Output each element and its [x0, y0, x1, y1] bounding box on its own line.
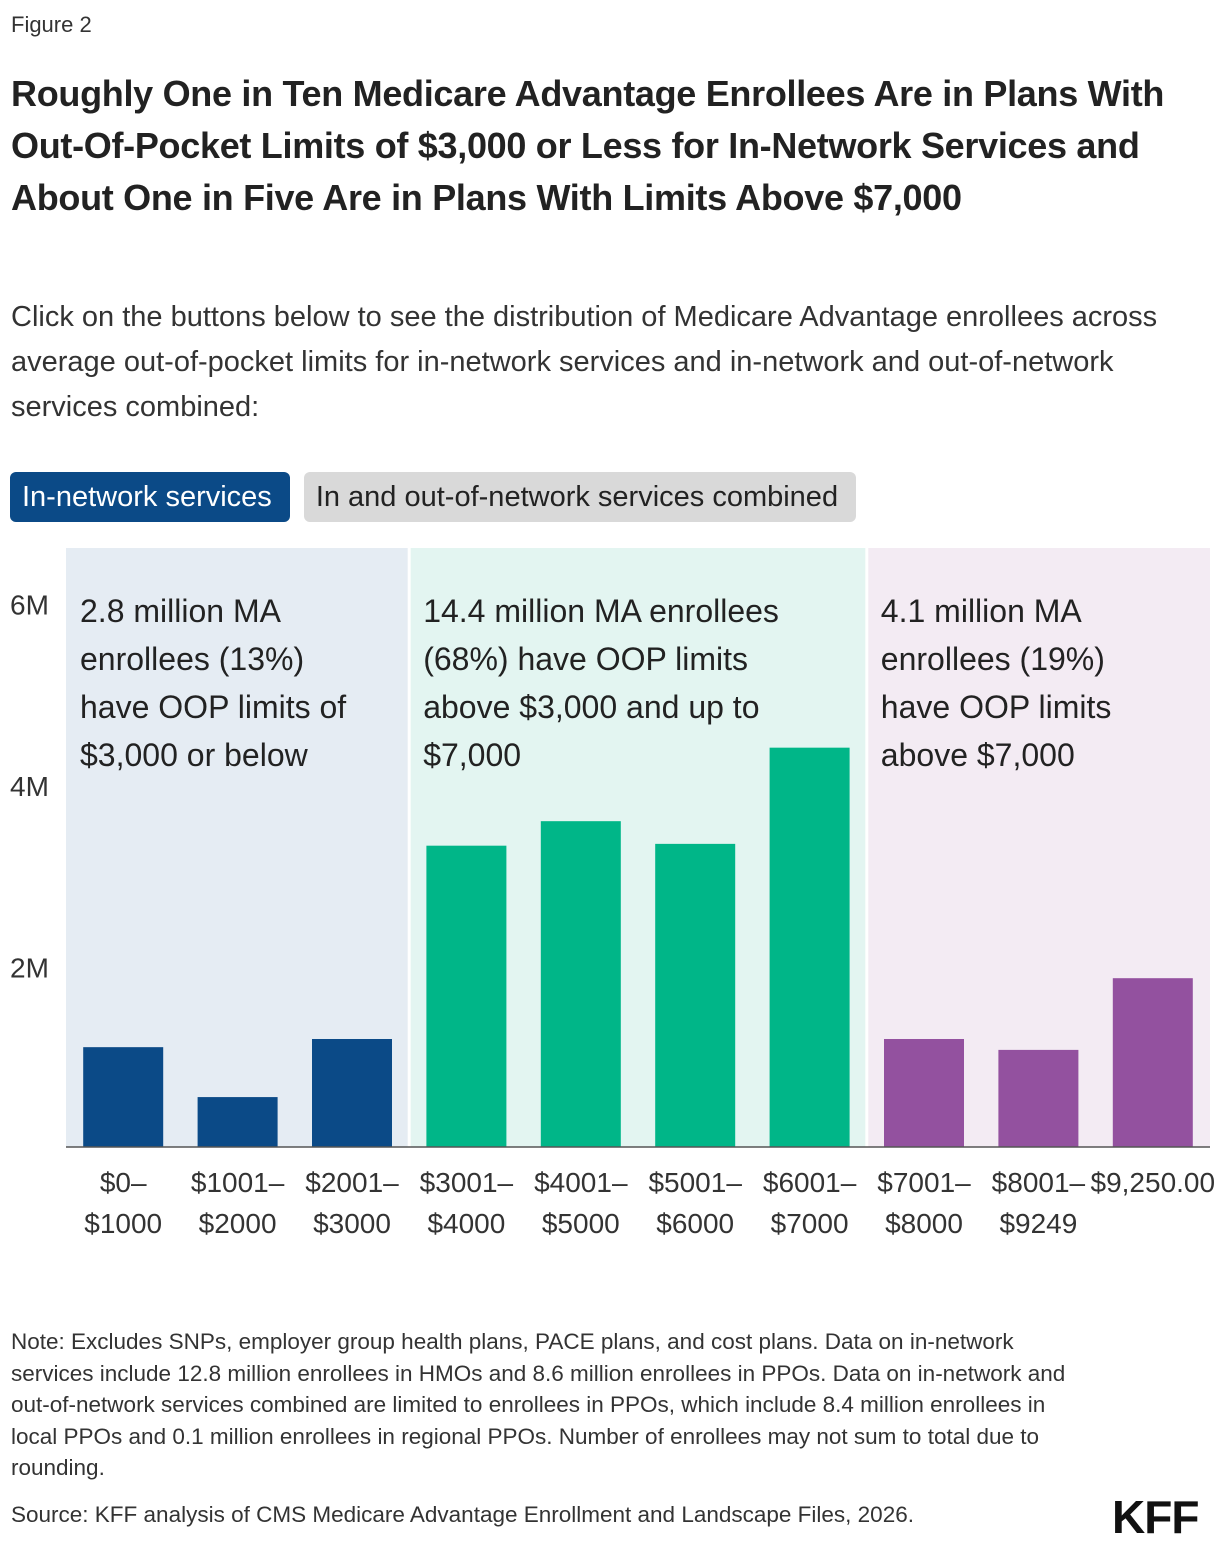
bar-5	[540, 821, 621, 1147]
chart-title: Roughly One in Ten Medicare Advantage En…	[11, 73, 1165, 218]
y-tick-label-1: 2M	[10, 952, 49, 983]
x-tick-label-7: $6001– $7000	[763, 1167, 857, 1239]
region-annotation-1: 2.8 million MA enrollees (13%) have OOP li…	[80, 593, 346, 773]
x-tick-label-6: $5001– $6000	[648, 1167, 742, 1239]
bar-8	[884, 1038, 964, 1147]
x-tick-label-9: $8001– $9249	[992, 1167, 1086, 1239]
bar-chart: 2M 4M 6M 2.8 million MA enrollees (13%) have …	[10, 548, 1216, 1239]
x-tick-label-8: $7001– $8000	[877, 1167, 971, 1239]
bar-7	[769, 747, 850, 1147]
region-annotation-3: 4.1 million MA enrollees (19%) have OOP li…	[881, 593, 1112, 773]
tab-bar: In-network services In and out-of-networ…	[10, 472, 857, 522]
y-tick-label-3: 6M	[10, 589, 49, 620]
bar-1	[83, 1047, 164, 1147]
bar-4	[426, 845, 507, 1147]
bar-2	[197, 1097, 278, 1147]
x-tick-label-5: $4001– $5000	[534, 1167, 628, 1239]
tab-in-network[interactable]: In-network services	[10, 472, 290, 522]
x-tick-label-10: $9,250.00	[1091, 1167, 1216, 1198]
y-tick-label-2: 4M	[10, 771, 49, 802]
bar-9	[998, 1049, 1079, 1147]
x-tick-label-4: $3001– $4000	[420, 1167, 514, 1239]
kff-logo: KFF	[1112, 1491, 1199, 1543]
x-tick-label-3: $2001– $3000	[305, 1167, 399, 1239]
bar-6	[655, 843, 736, 1147]
tab-in-and-out-of-network[interactable]: In and out-of-network services combined	[303, 472, 857, 522]
bar-10	[1112, 978, 1193, 1147]
bar-3	[312, 1038, 392, 1147]
chart-subtitle: Click on the buttons below to see the di…	[11, 301, 1158, 423]
x-tick-label-1: $0– $1000	[84, 1167, 162, 1239]
chart-source: Source: KFF analysis of CMS Medicare Adv…	[11, 1502, 914, 1527]
x-tick-label-2: $1001– $2000	[191, 1167, 285, 1239]
region-annotation-2: 14.4 million MA enrollees (68%) have OOP …	[423, 593, 779, 773]
chart-note: Note: Excludes SNPs, employer group heal…	[11, 1329, 1066, 1480]
figure-label: Figure 2	[11, 12, 92, 37]
